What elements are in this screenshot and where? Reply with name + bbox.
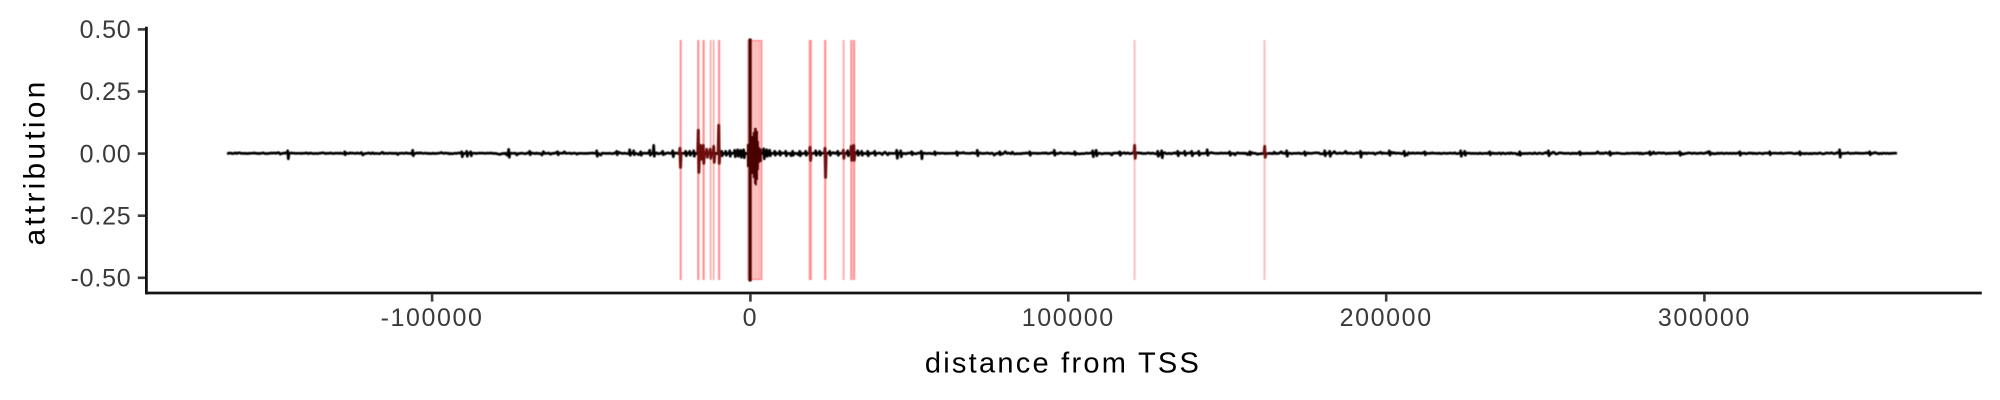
svg-text:-0.50: -0.50: [71, 265, 132, 293]
svg-text:-100000: -100000: [381, 304, 484, 332]
svg-text:distance from TSS: distance from TSS: [925, 348, 1201, 380]
svg-text:0.50: 0.50: [80, 16, 132, 44]
svg-text:300000: 300000: [1658, 304, 1751, 332]
svg-text:200000: 200000: [1340, 304, 1433, 332]
svg-text:-0.25: -0.25: [71, 202, 132, 230]
svg-text:100000: 100000: [1022, 304, 1115, 332]
svg-text:0.00: 0.00: [80, 140, 132, 168]
svg-text:0.25: 0.25: [80, 78, 132, 106]
svg-text:attribution: attribution: [19, 79, 52, 246]
svg-text:0: 0: [743, 304, 759, 332]
